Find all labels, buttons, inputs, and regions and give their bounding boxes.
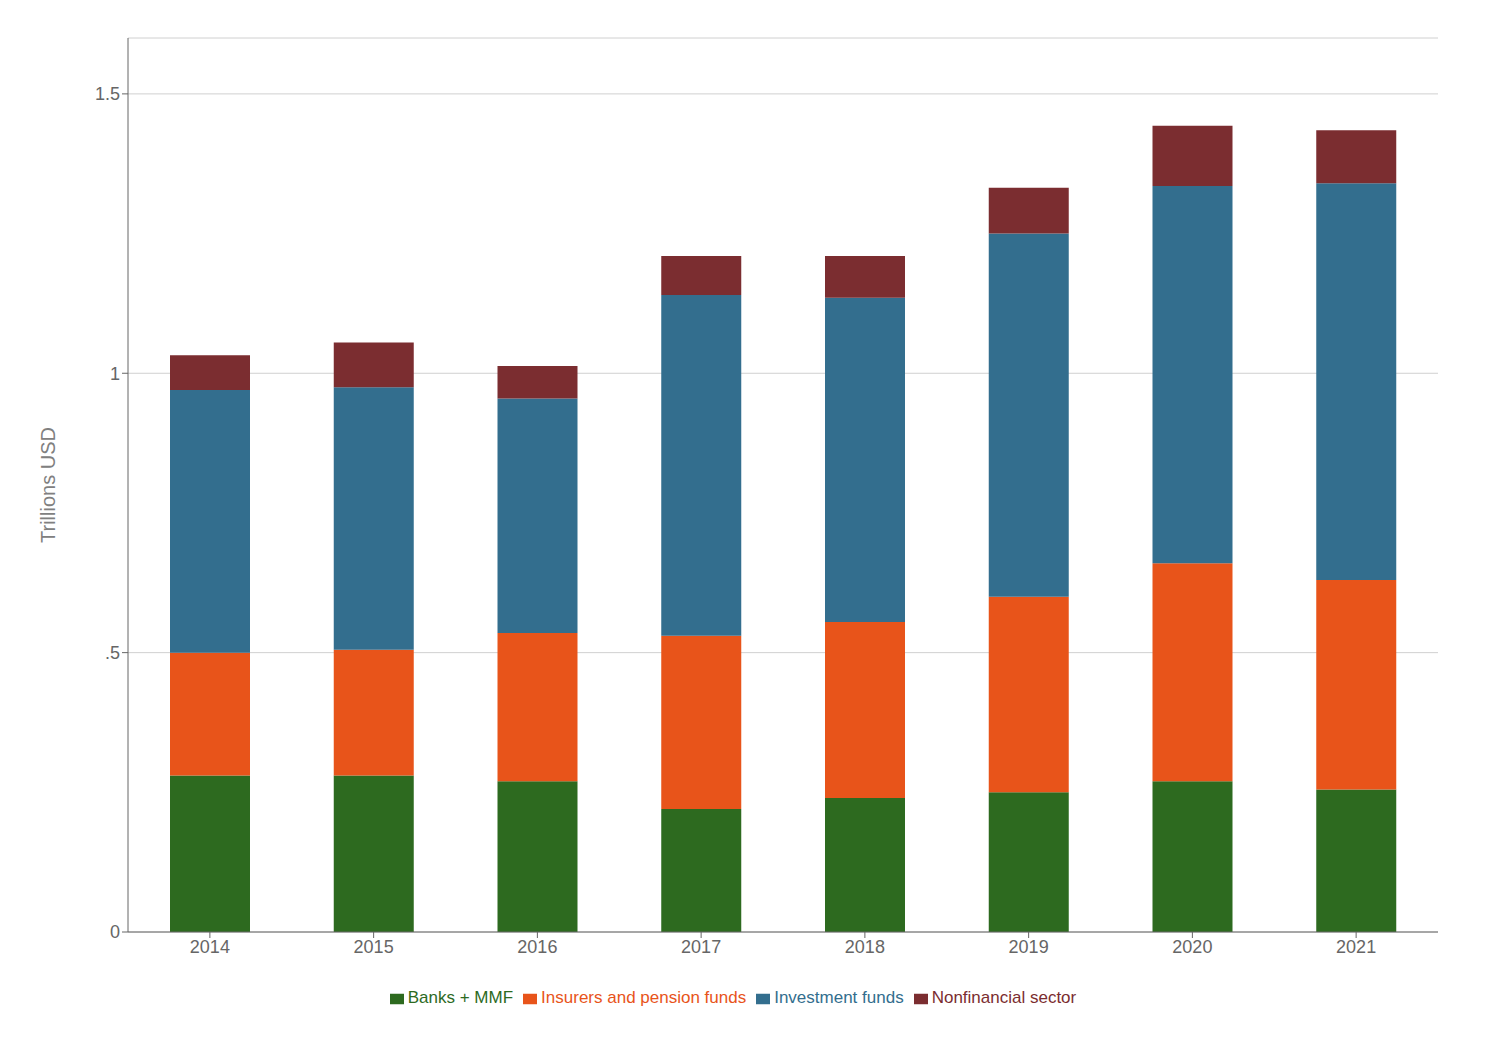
svg-text:2018: 2018 [845,937,885,957]
svg-text:1.5: 1.5 [95,84,120,104]
svg-text:2020: 2020 [1172,937,1212,957]
svg-text:0: 0 [110,922,120,942]
svg-text:1: 1 [110,364,120,384]
svg-text:2021: 2021 [1336,937,1376,957]
svg-text:2015: 2015 [354,937,394,957]
svg-text:2019: 2019 [1009,937,1049,957]
html-text:Insurers and pension funds: Insurers and pension funds [541,988,747,1007]
html-text:Investment funds: Investment funds [774,988,904,1007]
svg-text:Trillions USD: Trillions USD [37,427,59,543]
html-text:Nonfinancial sector: Nonfinancial sector [931,988,1077,1007]
html-text:Banks + MMF: Banks + MMF [407,988,514,1007]
svg-text:.5: .5 [105,643,120,663]
svg-text:2017: 2017 [681,937,721,957]
svg-text:2014: 2014 [190,937,230,957]
svg-text:2016: 2016 [517,937,557,957]
